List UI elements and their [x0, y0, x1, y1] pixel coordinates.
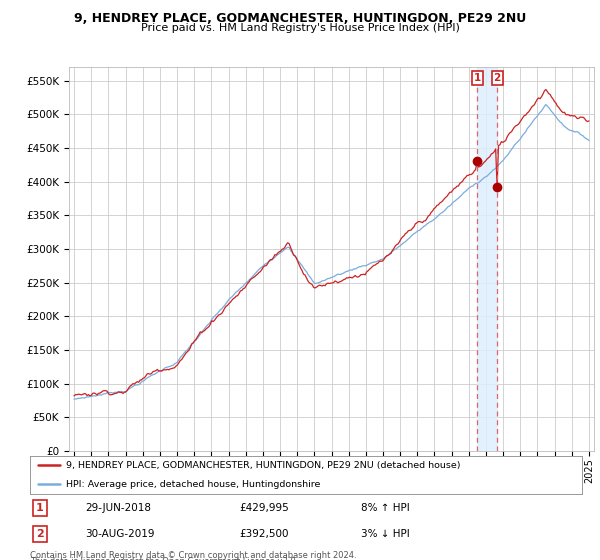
Bar	[477, 67, 497, 451]
Text: This data is licensed under the Open Government Licence v3.0.: This data is licensed under the Open Gov…	[30, 557, 298, 560]
Text: 2: 2	[36, 529, 44, 539]
Text: 9, HENDREY PLACE, GODMANCHESTER, HUNTINGDON, PE29 2NU: 9, HENDREY PLACE, GODMANCHESTER, HUNTING…	[74, 12, 526, 25]
Text: Price paid vs. HM Land Registry's House Price Index (HPI): Price paid vs. HM Land Registry's House …	[140, 23, 460, 33]
Text: Contains HM Land Registry data © Crown copyright and database right 2024.: Contains HM Land Registry data © Crown c…	[30, 551, 356, 560]
Text: 3% ↓ HPI: 3% ↓ HPI	[361, 529, 410, 539]
Text: 30-AUG-2019: 30-AUG-2019	[85, 529, 155, 539]
Text: 29-JUN-2018: 29-JUN-2018	[85, 503, 151, 513]
Text: 9, HENDREY PLACE, GODMANCHESTER, HUNTINGDON, PE29 2NU (detached house): 9, HENDREY PLACE, GODMANCHESTER, HUNTING…	[66, 461, 460, 470]
Text: HPI: Average price, detached house, Huntingdonshire: HPI: Average price, detached house, Hunt…	[66, 480, 320, 489]
Text: 1: 1	[36, 503, 44, 513]
Text: 2: 2	[494, 73, 501, 83]
Text: 8% ↑ HPI: 8% ↑ HPI	[361, 503, 410, 513]
Text: £429,995: £429,995	[240, 503, 290, 513]
Text: £392,500: £392,500	[240, 529, 289, 539]
Text: 1: 1	[473, 73, 481, 83]
